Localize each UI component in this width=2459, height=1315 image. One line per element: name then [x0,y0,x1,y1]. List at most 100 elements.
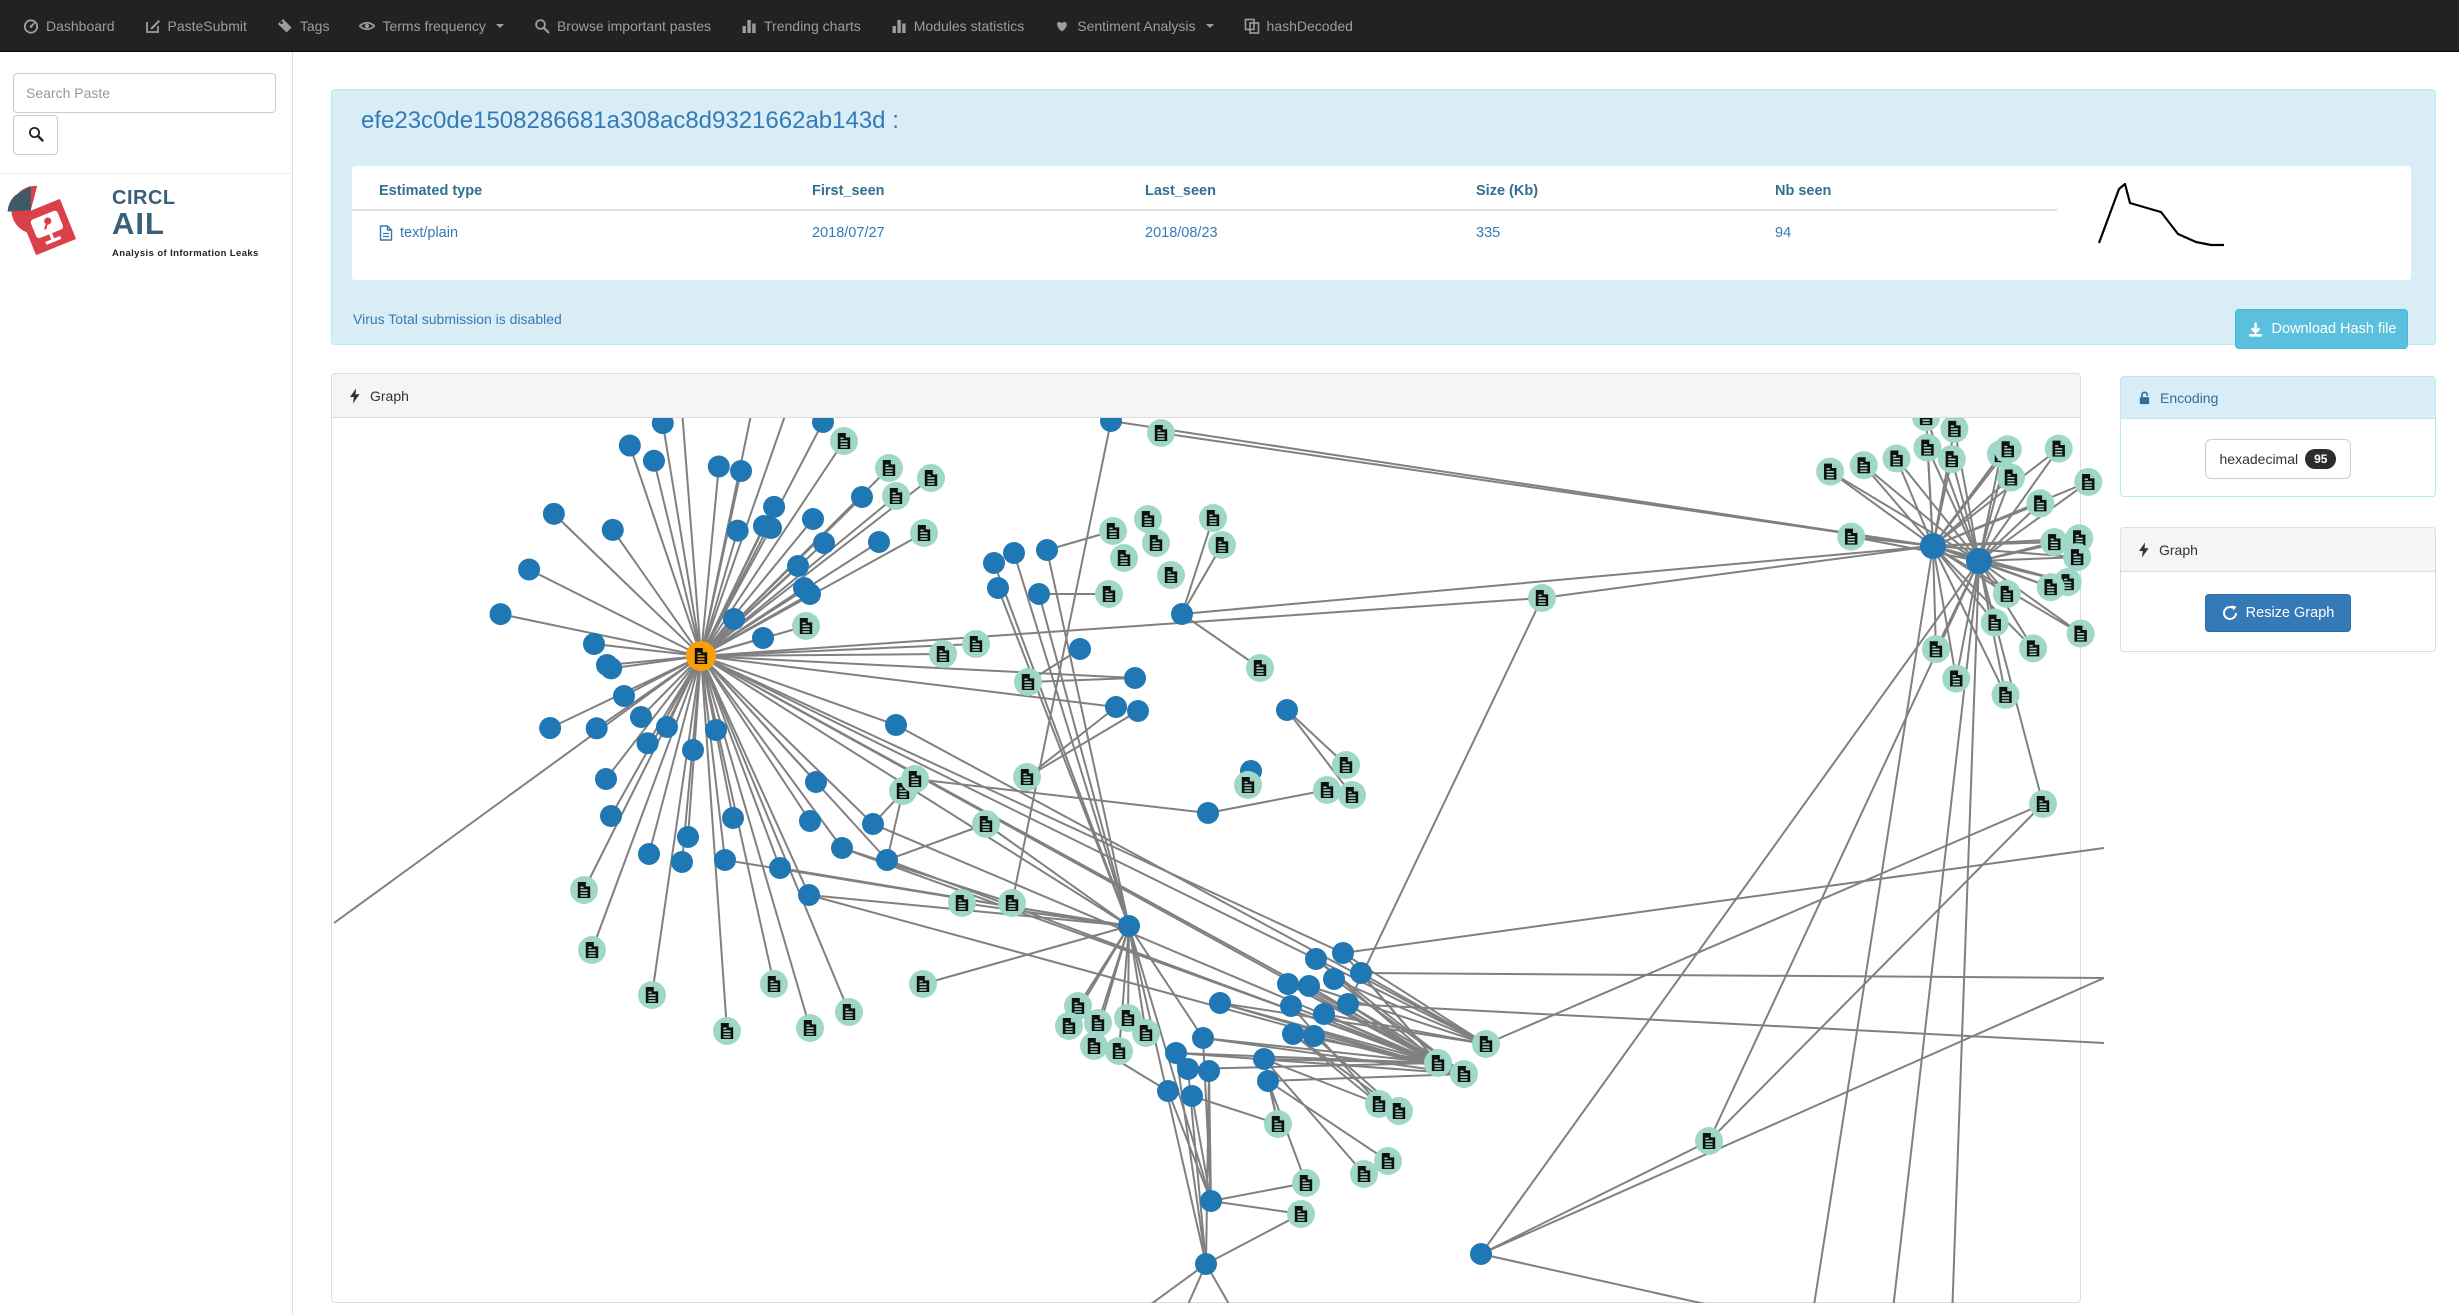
graph-node-hash[interactable] [1695,1127,1723,1155]
graph-node-paste[interactable] [539,717,562,740]
graph-node-hash[interactable] [972,810,1000,838]
graph-node-paste[interactable] [1171,603,1193,625]
graph-node-paste[interactable] [1165,1042,1187,1064]
graph-node-paste[interactable] [1253,1048,1275,1070]
graph-node-hash[interactable] [1157,561,1185,589]
graph-node-paste[interactable] [705,719,727,741]
graph-node-hash-root[interactable] [686,641,716,671]
graph-node-paste[interactable] [831,837,853,859]
graph-node-hash[interactable] [882,482,910,510]
graph-node-paste[interactable] [769,857,791,879]
graph-node-paste[interactable] [1157,1080,1179,1102]
graph-node-hash[interactable] [1992,579,2021,608]
graph-node-paste[interactable] [707,455,730,478]
graph-node-paste[interactable] [805,771,827,793]
graph-node-paste[interactable] [618,434,641,457]
graph-node-paste[interactable] [1028,583,1050,605]
graph-node-hash[interactable] [1837,522,1866,551]
graph-node-paste[interactable] [1313,1003,1335,1025]
graph-node-paste[interactable] [542,502,565,525]
graph-node-paste[interactable] [642,449,665,472]
graph-node-paste[interactable] [723,608,745,630]
graph-node-hash[interactable] [875,454,903,482]
graph-node-paste[interactable] [1298,975,1320,997]
graph-node-hash[interactable] [1996,463,2025,492]
graph-node-hash[interactable] [2074,467,2103,496]
graph-node-hash[interactable] [1338,781,1366,809]
graph-node-paste[interactable] [1282,1023,1304,1045]
graph-node-paste[interactable] [585,717,608,740]
graph-node-hash[interactable] [1424,1049,1452,1077]
graph-node-hash[interactable] [1921,635,1950,664]
graph-node-hash[interactable] [830,427,858,455]
graph-node-paste[interactable] [1105,696,1127,718]
graph-node-paste[interactable] [1280,995,1302,1017]
graph-node-hash[interactable] [792,612,820,640]
graph-node-hash[interactable] [1882,444,1911,473]
graph-node-hash[interactable] [1913,433,1942,462]
graph-node-paste[interactable] [868,531,890,553]
graph-node-paste[interactable] [613,685,635,707]
graph-node-paste[interactable] [1195,1253,1217,1275]
graph-node-hash[interactable] [1332,751,1360,779]
nav-item-terms-frequency[interactable]: Terms frequency [344,0,518,51]
graph-node-hash[interactable] [2026,489,2055,518]
nav-item-tags[interactable]: Tags [262,0,345,51]
graph-node-paste[interactable] [1127,700,1149,722]
graph-node-paste[interactable] [1277,973,1299,995]
graph-node-paste[interactable] [1100,418,1122,432]
graph-node-paste[interactable] [1920,533,1946,559]
graph-node-paste[interactable] [730,460,752,482]
graph-node-paste[interactable] [802,508,824,530]
graph-node-hash[interactable] [1385,1097,1413,1125]
graph-node-hash[interactable] [917,464,945,492]
graph-node-paste[interactable] [1197,802,1219,824]
graph-node-hash[interactable] [2029,790,2057,818]
graph-node-hash[interactable] [1080,1032,1108,1060]
graph-node-paste[interactable] [763,495,786,518]
graph-node-hash[interactable] [948,889,976,917]
graph-node-hash[interactable] [1134,505,1162,533]
graph-node-paste[interactable] [1003,542,1025,564]
graph-node-paste[interactable] [876,849,898,871]
graph-node-hash[interactable] [1350,1160,1378,1188]
graph-node-hash[interactable] [1292,1169,1320,1197]
graph-node-paste[interactable] [1069,638,1091,660]
graph-node-paste[interactable] [1337,993,1359,1015]
graph-node-hash[interactable] [929,640,957,668]
graph-node-paste[interactable] [1177,1058,1199,1080]
graph-node-paste[interactable] [682,739,704,761]
graph-node-hash[interactable] [1105,1037,1133,1065]
graph-node-hash[interactable] [760,970,788,998]
graph-node-paste[interactable] [489,603,512,626]
graph-node-paste[interactable] [983,552,1005,574]
graph-node-hash[interactable] [1246,654,1274,682]
graph-node-hash[interactable] [2063,543,2092,572]
nav-item-hashdecoded[interactable]: hashDecoded [1229,0,1368,51]
graph-node-hash[interactable] [1450,1060,1478,1088]
graph-node-paste[interactable] [987,577,1009,599]
graph-node-paste[interactable] [813,532,835,554]
graph-node-paste[interactable] [1257,1070,1279,1092]
graph-node-paste[interactable] [1966,548,1992,574]
graph-node-hash[interactable] [1374,1147,1402,1175]
graph-node-paste[interactable] [793,577,815,599]
graph-node-hash[interactable] [1816,457,1845,486]
graph-node-hash[interactable] [1142,529,1170,557]
graph-node-hash[interactable] [638,981,666,1009]
graph-node-hash[interactable] [1199,504,1227,532]
graph-node-paste[interactable] [726,519,749,542]
graph-node-paste[interactable] [518,558,541,581]
graph-node-hash[interactable] [835,998,863,1026]
graph-node-hash[interactable] [713,1017,741,1045]
nav-item-modules-statistics[interactable]: Modules statistics [876,0,1039,51]
graph-node-paste[interactable] [753,515,775,537]
graph-node-paste[interactable] [851,486,873,508]
graph-node-hash[interactable] [1942,664,1971,693]
encoding-hexadecimal-button[interactable]: hexadecimal 95 [2204,438,2352,479]
graph-node-hash[interactable] [1095,580,1123,608]
graph-node-hash[interactable] [910,519,938,547]
graph-node-paste[interactable] [1470,1243,1492,1265]
nav-item-trending-charts[interactable]: Trending charts [726,0,876,51]
graph-node-paste[interactable] [583,633,605,655]
